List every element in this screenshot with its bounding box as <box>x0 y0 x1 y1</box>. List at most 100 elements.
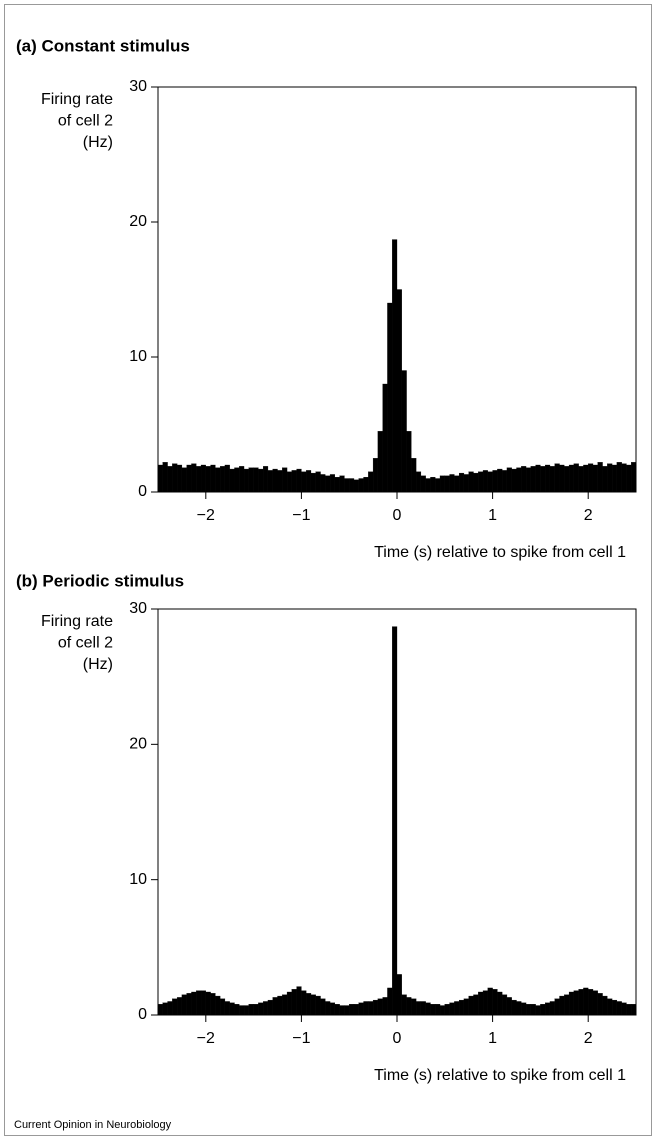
bar <box>396 289 402 493</box>
bar <box>626 464 632 493</box>
bar <box>611 464 618 493</box>
bar <box>157 1004 163 1016</box>
bar <box>406 431 412 493</box>
bar <box>430 1004 436 1016</box>
panel-title: (b) Periodic stimulus <box>16 571 184 590</box>
bar <box>415 471 422 493</box>
bar <box>473 472 479 493</box>
y-tick-label: 20 <box>129 213 147 230</box>
bar <box>344 1005 350 1016</box>
bar <box>406 997 412 1016</box>
bar <box>458 472 465 493</box>
bar <box>525 1004 531 1016</box>
bar <box>549 466 555 493</box>
bar <box>272 997 278 1016</box>
bar <box>172 998 178 1016</box>
bar <box>167 1001 173 1016</box>
bar <box>200 464 206 493</box>
bar <box>325 1001 331 1016</box>
bar <box>382 383 388 493</box>
bar <box>377 431 383 493</box>
bar <box>368 471 374 493</box>
bar <box>573 990 579 1016</box>
bar <box>229 1002 235 1016</box>
bar <box>525 467 531 493</box>
bar <box>181 994 187 1016</box>
y-tick-label: 30 <box>129 78 147 95</box>
bar <box>172 463 178 493</box>
bar <box>339 1005 345 1016</box>
bar <box>320 474 326 493</box>
bar <box>219 998 226 1016</box>
bar <box>243 468 249 493</box>
bar <box>578 466 584 493</box>
x-tick-label: 2 <box>584 1030 593 1047</box>
bar <box>296 468 302 493</box>
bar <box>506 467 512 493</box>
bar <box>559 995 565 1016</box>
bar <box>564 994 570 1016</box>
bar <box>621 1002 627 1016</box>
bar <box>258 468 264 493</box>
bar <box>234 467 240 493</box>
bar <box>315 471 321 493</box>
bar <box>415 1001 422 1016</box>
x-tick-label: −1 <box>292 507 310 524</box>
bar <box>521 466 527 493</box>
bar <box>387 987 393 1016</box>
bar <box>611 999 618 1016</box>
bar <box>248 1004 254 1016</box>
bar <box>396 974 402 1016</box>
y-tick-label: 20 <box>129 736 147 753</box>
bar <box>516 467 522 493</box>
bar <box>602 995 608 1016</box>
bar <box>353 1004 359 1016</box>
bar <box>224 464 230 493</box>
bar <box>196 466 202 493</box>
bar <box>191 463 197 493</box>
x-tick-label: 0 <box>393 1030 402 1047</box>
bar <box>588 463 594 493</box>
bar <box>573 463 579 493</box>
bar <box>435 478 441 493</box>
bar <box>583 987 589 1016</box>
bar <box>449 474 455 493</box>
bar <box>592 990 598 1016</box>
bar <box>511 999 517 1016</box>
bar <box>516 1001 522 1016</box>
bar <box>506 997 512 1016</box>
bar <box>439 475 445 493</box>
bar <box>568 991 575 1016</box>
y-tick-label: 30 <box>129 600 147 617</box>
bar <box>334 1004 340 1016</box>
bar <box>157 464 163 493</box>
bar <box>425 478 431 493</box>
bar <box>186 464 192 493</box>
bar <box>353 479 359 493</box>
bar <box>282 467 288 493</box>
bar <box>363 476 369 493</box>
bar <box>167 466 173 493</box>
bar <box>478 471 484 493</box>
y-axis-label: of cell 2 <box>58 635 113 652</box>
bar <box>358 1002 364 1016</box>
bar <box>243 1005 249 1016</box>
bar <box>401 370 407 493</box>
x-tick-label: −1 <box>292 1030 310 1047</box>
bar <box>377 998 383 1016</box>
bar <box>530 466 536 493</box>
bar <box>325 475 331 493</box>
bar <box>511 468 517 493</box>
y-axis-label: of cell 2 <box>58 113 113 130</box>
bar <box>267 470 273 493</box>
x-tick-label: 2 <box>584 507 593 524</box>
bar <box>549 1001 555 1016</box>
bar <box>497 991 503 1016</box>
bar <box>191 991 197 1016</box>
bar <box>411 998 417 1016</box>
bar <box>482 470 488 493</box>
x-tick-label: −2 <box>197 1030 215 1047</box>
bar <box>521 1002 527 1016</box>
